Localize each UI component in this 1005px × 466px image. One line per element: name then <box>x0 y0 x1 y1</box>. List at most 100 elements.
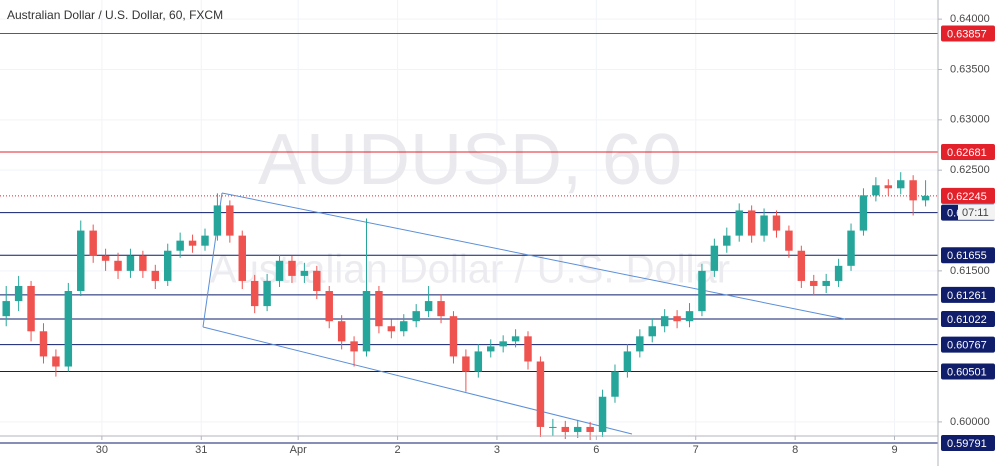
watermark-subtitle: Australian Dollar / U.S. Dollar <box>210 248 730 292</box>
candle-body <box>77 230 85 292</box>
candle-body <box>300 270 309 276</box>
candle-body <box>114 260 122 271</box>
candle-body <box>822 280 830 286</box>
candle-body <box>511 336 520 342</box>
y-tick-label: 0.60000 <box>950 416 990 428</box>
candle-body <box>313 270 321 292</box>
candle-body <box>337 321 346 342</box>
levels <box>0 33 938 444</box>
candle-body <box>710 245 719 271</box>
y-tick-label: 0.64000 <box>950 13 990 25</box>
candle-body <box>89 230 97 256</box>
x-tick-label: 6 <box>593 444 599 456</box>
candle-body <box>810 280 818 286</box>
candle-body <box>785 230 793 251</box>
last-price-box <box>941 187 995 204</box>
candle-body <box>412 311 420 322</box>
candle-body <box>350 341 358 352</box>
level-label-box <box>941 310 995 327</box>
candle-body <box>126 255 135 271</box>
candle-body <box>101 255 110 261</box>
candle-body <box>611 371 619 397</box>
candle-body <box>747 210 756 236</box>
candle-body <box>909 180 917 201</box>
candle-body <box>487 346 495 352</box>
level-label: 0.62681 <box>947 147 987 159</box>
candle-body <box>424 301 433 312</box>
x-tick-label: Apr <box>290 444 307 456</box>
y-tick-label: 0.63500 <box>950 63 990 75</box>
level-label-box <box>941 143 995 160</box>
candle-body <box>163 250 172 281</box>
candle-body <box>884 185 893 189</box>
candle-body <box>772 215 781 231</box>
x-tick-label: 31 <box>195 444 207 456</box>
candle-body <box>735 210 743 236</box>
level-label-box <box>941 247 995 264</box>
candle-body <box>549 426 557 428</box>
candle-body <box>760 215 768 236</box>
x-tick-label: 2 <box>395 444 401 456</box>
level-label-box <box>941 434 995 451</box>
candle-body <box>263 280 271 307</box>
grid <box>0 0 938 436</box>
level-label: 0.63857 <box>947 28 987 40</box>
candle-body <box>834 265 843 281</box>
channel-upper <box>221 192 846 320</box>
x-tick-label: 7 <box>693 444 699 456</box>
candle-body <box>176 240 184 251</box>
level-label-box <box>941 363 995 380</box>
candle-body <box>685 311 694 322</box>
candle-body <box>462 356 470 372</box>
candle-body <box>213 205 222 236</box>
candle-body <box>226 205 234 236</box>
candle-body <box>250 280 259 307</box>
level-label-box <box>941 286 995 303</box>
candle-body <box>375 291 383 327</box>
chart-title: Australian Dollar / U.S. Dollar, 60, FXC… <box>7 8 223 22</box>
watermark: AUDUSD, 60 <box>258 120 682 200</box>
candle-body <box>797 250 806 281</box>
x-tick-label: 8 <box>792 444 798 456</box>
y-tick-label: 0.62500 <box>950 164 990 176</box>
candle-body <box>524 336 532 362</box>
candle-body <box>151 270 160 281</box>
candle-body <box>573 426 582 432</box>
countdown-box <box>958 204 995 220</box>
candle-body <box>847 230 855 266</box>
candle-body <box>698 270 706 312</box>
candle-body <box>623 351 632 372</box>
candle-body <box>64 291 73 367</box>
candle-body <box>2 301 10 317</box>
candle-body <box>660 316 669 327</box>
candle-body <box>586 426 594 432</box>
candle-body <box>14 285 23 302</box>
candle-body <box>288 260 296 276</box>
level-label: 0.60767 <box>947 340 987 352</box>
candle-body <box>921 195 930 201</box>
candle-body <box>188 240 197 246</box>
candle-body <box>139 255 147 271</box>
candle-body <box>238 235 246 281</box>
candle-body <box>400 321 408 332</box>
candle-body <box>561 426 570 432</box>
y-tick-label: 0.61500 <box>950 265 990 277</box>
candle-body <box>673 316 681 322</box>
candle-body <box>872 185 880 196</box>
y-tick-label: 0.63000 <box>950 114 990 126</box>
candle-body <box>387 326 396 332</box>
candle-body <box>723 235 731 246</box>
level-label-box <box>941 336 995 353</box>
candle-body <box>598 396 607 432</box>
x-tick-label: 9 <box>891 444 897 456</box>
level-label: 0.60501 <box>947 366 987 378</box>
candle-body <box>648 326 656 337</box>
candle-body <box>27 285 35 332</box>
candle-body <box>437 301 445 317</box>
x-tick-label: 3 <box>494 444 500 456</box>
level-label: 0.59791 <box>947 438 987 450</box>
candle-body <box>275 260 284 281</box>
level-label: 0.61261 <box>947 290 987 302</box>
candle-body <box>362 291 371 352</box>
